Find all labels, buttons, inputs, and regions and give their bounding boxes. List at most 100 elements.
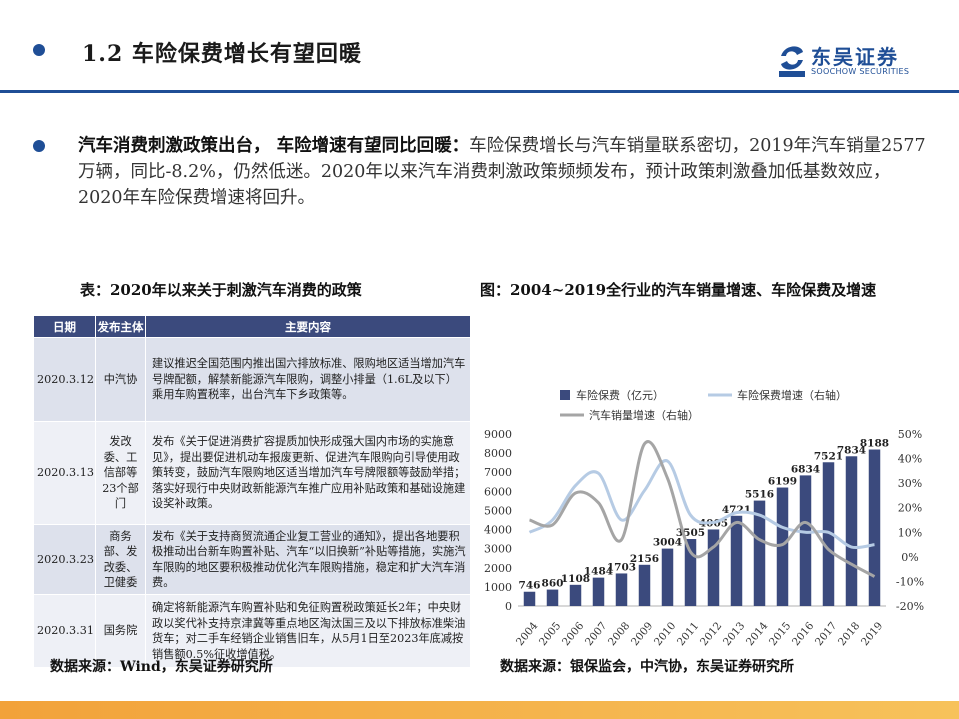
right-axis-tick-label: 30% — [898, 477, 922, 490]
premium-bar — [523, 591, 536, 606]
row-date: 2020.3.13 — [33, 421, 96, 525]
left-axis-tick-label: 9000 — [484, 428, 512, 441]
x-axis-category-label: 2008 — [606, 620, 632, 648]
x-axis-category-label: 2018 — [836, 620, 862, 648]
premium-bar-value-label: 5516 — [745, 489, 774, 501]
chart-caption: 图：2004~2019全行业的汽车销量增速、车险保费及增速 — [480, 281, 877, 299]
title-bullet-dot — [33, 44, 45, 56]
table-row: 2020.3.12 中汽协 建议推迟全国范围内推出国六排放标准、限购地区适当增加… — [33, 337, 471, 422]
premium-bar-value-label: 7834 — [837, 444, 866, 456]
premium-bar-value-label: 1484 — [584, 566, 613, 578]
premium-bar-value-label: 860 — [542, 578, 564, 590]
premium-bar — [822, 462, 835, 606]
premium-bar-value-label: 6199 — [768, 476, 797, 488]
x-axis-category-label: 2014 — [744, 620, 771, 648]
paragraph-bullet-dot — [33, 140, 45, 152]
table-row: 2020.3.23 商务部、发改委、卫健委 发布《关于支持商贸流通企业复工营业的… — [33, 524, 471, 595]
header-content: 主要内容 — [145, 315, 471, 338]
right-axis-tick-label: 0% — [901, 551, 918, 564]
left-axis-tick-label: 5000 — [484, 504, 512, 517]
premium-bar-value-label: 1108 — [561, 573, 590, 585]
x-axis-category-label: 2016 — [790, 620, 817, 648]
logo-name-cn: 东吴证券 — [811, 45, 899, 69]
left-axis-tick-label: 8000 — [484, 447, 512, 460]
table-caption: 表：2020年以来关于刺激汽车消费的政策 — [80, 281, 362, 299]
legend-swatch-premium — [560, 390, 570, 400]
row-content: 建议推迟全国范围内推出国六排放标准、限购地区适当增加汽车号牌配额，解禁新能源汽车… — [145, 337, 471, 422]
premium-bar-value-label: 2156 — [630, 553, 659, 565]
chart-source: 数据来源：银保监会，中汽协，东吴证券研究所 — [500, 659, 794, 675]
x-axis-category-label: 2013 — [721, 620, 747, 648]
right-axis-tick-label: 20% — [898, 502, 922, 515]
table-header-row: 日期 发布主体 主要内容 — [33, 315, 471, 338]
row-issuer: 中汽协 — [95, 337, 146, 422]
table-source: 数据来源：Wind，东吴证券研究所 — [50, 659, 273, 675]
premium-bar — [845, 456, 858, 606]
x-axis-category-label: 2017 — [813, 620, 839, 648]
x-axis-category-label: 2012 — [698, 620, 724, 648]
summary-heading: 汽车消费刺激政策出台， 车险增速有望同比回暖： — [78, 136, 470, 156]
row-date: 2020.3.12 — [33, 337, 96, 422]
premium-bar — [684, 539, 697, 606]
row-content: 发布《关于促进消费扩容提质加快形成强大国内市场的实施意见》，提出要促进机动车报废… — [145, 421, 471, 525]
table-row: 2020.3.31 国务院 确定将新能源汽车购置补贴和免征购置税政策延长2年；中… — [33, 594, 471, 668]
row-issuer: 发改委、工信部等23个部门 — [95, 421, 146, 525]
left-axis-tick-label: 3000 — [484, 543, 512, 556]
premium-bar — [592, 577, 605, 606]
row-issuer: 商务部、发改委、卫健委 — [95, 524, 146, 595]
table-row: 2020.3.13 发改委、工信部等23个部门 发布《关于促进消费扩容提质加快形… — [33, 421, 471, 525]
summary-body: 车险保费增长与汽车销量联系密切，2019年汽车销量2577万辆，同比-8.2%，… — [78, 136, 926, 208]
header-date: 日期 — [33, 315, 96, 338]
left-axis-tick-label: 0 — [505, 600, 512, 613]
premium-bar — [868, 449, 881, 606]
legend-label-premium-growth: 车险保费增速（右轴） — [737, 388, 847, 402]
x-axis-category-label: 2009 — [629, 620, 655, 648]
header-divider — [0, 90, 959, 93]
right-axis-tick-label: -10% — [896, 575, 924, 588]
header-issuer: 发布主体 — [95, 315, 146, 338]
premium-bar — [661, 548, 674, 606]
policy-table: 日期 发布主体 主要内容 2020.3.12 中汽协 建议推迟全国范围内推出国六… — [33, 315, 471, 668]
premium-bar-value-label: 8188 — [860, 438, 889, 450]
premium-bar — [569, 584, 582, 606]
row-date: 2020.3.31 — [33, 594, 96, 668]
x-axis-category-label: 2006 — [560, 620, 587, 648]
premium-bar — [799, 475, 812, 606]
left-axis-tick-label: 7000 — [484, 466, 512, 479]
row-content: 确定将新能源汽车购置补贴和免征购置税政策延长2年；中央财政以奖代补支持京津冀等重… — [145, 594, 471, 668]
logo-name-en: SOOCHOW SECURITIES — [811, 67, 910, 76]
right-axis-tick-label: -20% — [896, 600, 924, 613]
left-axis-tick-label: 4000 — [484, 524, 512, 537]
premium-bar — [730, 515, 743, 606]
left-axis-tick-label: 6000 — [484, 485, 512, 498]
left-axis-tick-label: 2000 — [484, 562, 512, 575]
x-axis-category-label: 2007 — [583, 620, 609, 648]
x-axis-category-label: 2019 — [859, 620, 885, 648]
premium-bar — [753, 500, 766, 606]
page-title: 1.2 车险保费增长有望回暖 — [82, 41, 362, 67]
x-axis-category-label: 2015 — [767, 620, 793, 648]
premium-sales-chart: 车险保费（亿元） 车险保费增速（右轴） 汽车销量增速（右轴） 0 1000 2000 300… — [484, 388, 924, 648]
x-axis-category-label: 2011 — [675, 620, 701, 648]
right-axis-tick-label: 50% — [898, 428, 922, 441]
premium-bar — [776, 487, 789, 606]
left-axis-tick-label: 1000 — [484, 581, 512, 594]
sales-growth-line — [529, 440, 876, 578]
premium-bar-value-label: 3004 — [653, 537, 682, 549]
premium-bar — [638, 564, 651, 606]
legend-label-premium: 车险保费（亿元） — [576, 388, 664, 402]
summary-paragraph: 汽车消费刺激政策出台， 车险增速有望同比回暖：车险保费增长与汽车销量联系密切，2… — [78, 133, 928, 211]
premium-bar — [615, 573, 628, 606]
x-axis-category-label: 2004 — [514, 620, 541, 648]
legend-label-sales-growth: 汽车销量增速（右轴） — [589, 408, 699, 422]
premium-bar — [707, 529, 720, 606]
logo-mark-icon — [779, 46, 805, 77]
row-content: 发布《关于支持商贸流通企业复工营业的通知》，提出各地要积极推动出台新车购置补贴、… — [145, 524, 471, 595]
right-axis-tick-label: 10% — [898, 526, 922, 539]
right-axis-tick-label: 40% — [898, 453, 922, 466]
premium-bar-value-label: 746 — [519, 580, 541, 592]
x-axis-category-label: 2005 — [537, 620, 563, 648]
x-axis-category-label: 2010 — [652, 620, 678, 648]
row-date: 2020.3.23 — [33, 524, 96, 595]
footer-bar — [0, 701, 959, 719]
